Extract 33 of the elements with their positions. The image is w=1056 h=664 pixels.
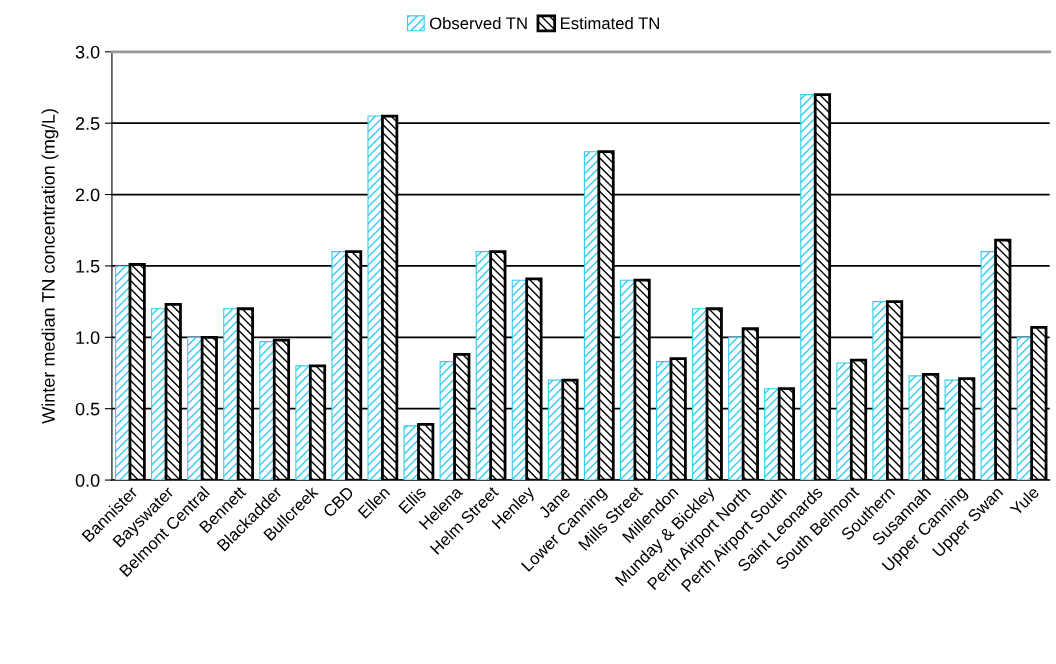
bar <box>619 279 636 481</box>
bar <box>692 308 708 481</box>
bar <box>367 115 383 481</box>
bar <box>872 301 888 481</box>
y-tick-label: 2.5 <box>75 117 100 130</box>
y-tick-label: 0.5 <box>75 402 100 416</box>
bar <box>655 361 672 481</box>
bar <box>800 94 816 481</box>
bar <box>836 362 852 481</box>
bar <box>764 388 780 481</box>
bar <box>187 336 203 481</box>
legend-label: Observed TN <box>429 16 527 30</box>
y-tick-label: 3.0 <box>75 45 100 59</box>
bar <box>980 251 997 481</box>
x-tick-label: Yule <box>1008 485 1040 517</box>
bar <box>908 375 924 481</box>
x-tick-label: CBD <box>322 485 355 518</box>
legend-label: Estimated TN <box>561 16 659 30</box>
y-tick-label: 1.0 <box>76 331 100 345</box>
bar <box>728 336 744 481</box>
bar <box>944 379 961 481</box>
y-tick-label: 0.0 <box>75 474 100 487</box>
y-tick-label: 2.0 <box>75 188 100 202</box>
bar <box>259 341 275 481</box>
bar <box>403 425 420 481</box>
bar <box>295 365 311 481</box>
bar <box>151 308 167 481</box>
bar <box>223 308 239 481</box>
bar <box>114 265 131 481</box>
bar <box>439 361 456 481</box>
y-tick-label: 1.5 <box>76 260 100 273</box>
y-axis-title: Winter median TN concentration (mg/L) <box>41 109 59 424</box>
bar <box>331 251 347 481</box>
